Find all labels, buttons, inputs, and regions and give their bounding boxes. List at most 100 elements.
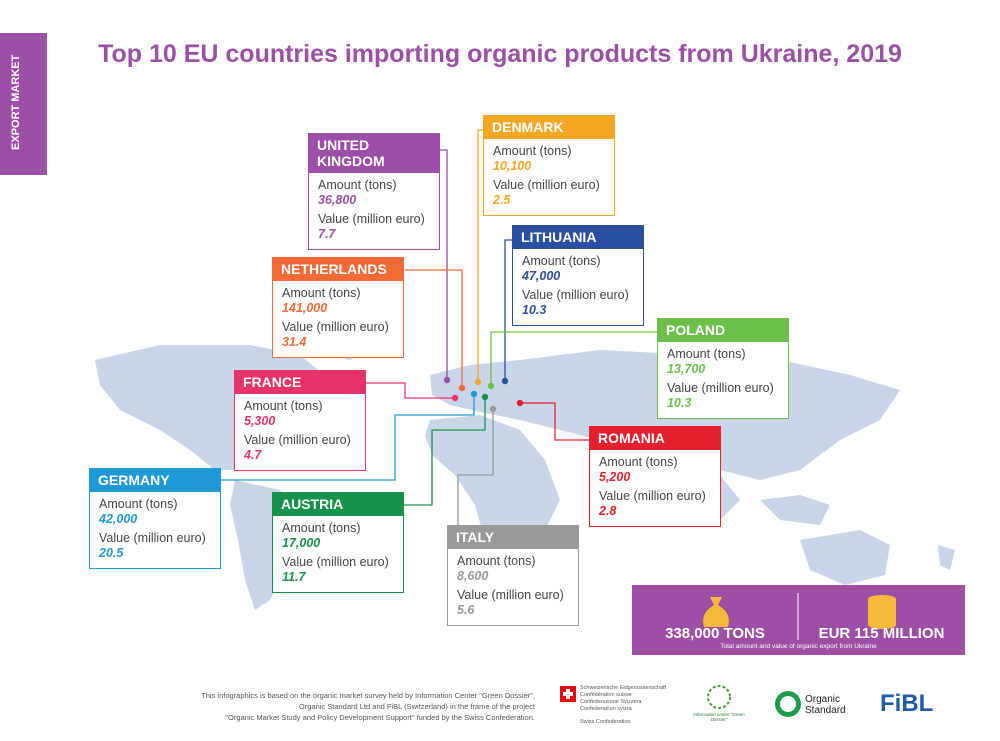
country-header: AUSTRIA [272,492,404,516]
country-body: Amount (tons) 141,000 Value (million euro)… [272,281,404,358]
connector [440,149,448,380]
value: 20.5 [99,546,124,560]
country-box: AUSTRIA Amount (tons) 17,000 Value (million… [272,492,404,593]
totals-caption: Total amount and value of organic export… [720,643,877,650]
value: 4.7 [244,448,262,462]
map-dot [451,394,459,402]
value-label: Value (million euro) [282,320,389,334]
value-label: Value (million euro) [522,288,629,302]
map-dot [474,378,482,386]
amount: 10,100 [493,159,532,173]
value-label: Value (million euro) [599,489,706,503]
country-name: NETHERLANDS [281,261,387,277]
value-label: Value (million euro) [493,178,600,192]
map-dot [481,393,489,401]
country-box: DENMARK Amount (tons) 10,100 Value (million… [483,115,615,216]
swiss-line: Confédération suisse [580,692,632,698]
country-name: AUSTRIA [281,496,344,512]
swiss-line: Confederazione Svizzera [580,699,642,705]
swiss-line: Confederaziun svizra [580,706,632,712]
map-dot [458,384,466,392]
connector [457,409,494,525]
green-dossier: Information center "Green Dossier" [693,712,745,722]
country-header: ROMANIA [589,426,721,450]
totals-icons [703,593,896,640]
country-box: POLAND Amount (tons) 13,700 Value (million … [657,318,789,419]
country-box: UNITED KINGDOM Amount (tons) 36,800 Value (… [308,133,440,250]
connector [221,394,475,481]
country-body: Amount (tons) 42,000 Value (million euro) 2… [89,492,221,569]
green-dossier-icon [707,685,731,709]
map-dot [489,405,497,413]
amount-label: Amount (tons) [318,178,397,192]
amount: 36,800 [318,193,357,207]
connector [504,239,512,381]
value: 7.7 [318,227,336,241]
map-dot [487,382,495,390]
country-name: UNITED KINGDOM [317,137,385,169]
footnote-line: Organic Standard Ltd and FiBL (Switzerla… [298,702,535,711]
country-header: NETHERLANDS [272,257,404,281]
connector [520,402,589,441]
amount: 141,000 [282,301,328,315]
country-box: ROMANIA Amount (tons) 5,200 Value (million … [589,426,721,527]
amount: 42,000 [99,512,138,526]
country-body: Amount (tons) 47,000 Value (million euro) 1… [512,249,644,326]
value-label: Value (million euro) [99,531,206,545]
country-header: FRANCE [234,370,366,394]
country-header: UNITED KINGDOM [308,133,440,173]
value: 10.3 [667,396,692,410]
fibl: FiBL [880,690,934,717]
country-body: Amount (tons) 10,100 Value (million euro) 2… [483,139,615,216]
country-body: Amount (tons) 13,700 Value (million euro) 1… [657,342,789,419]
side-tab [0,33,47,175]
swiss-logo-text: Schweizerische Eidgenossenschaft Confédé… [580,685,666,726]
country-box: NETHERLANDS Amount (tons) 141,000 Value (mi… [272,257,404,358]
country-body: Amount (tons) 17,000 Value (million euro) 1… [272,516,404,593]
value-label: Value (million euro) [282,555,389,569]
amount-label: Amount (tons) [457,554,536,568]
amount: 17,000 [282,536,321,550]
value: 2.8 [599,504,617,518]
footnote-line: This infographics is based on the organi… [201,691,535,700]
map-dot [501,377,509,385]
amount-label: Amount (tons) [493,144,572,158]
amount-label: Amount (tons) [522,254,601,268]
organic-standard-icon [775,691,801,717]
amount: 13,700 [667,362,706,376]
country-box: GERMANY Amount (tons) 42,000 Value (million… [89,468,221,569]
map-dot [470,390,478,398]
value-label: Value (million euro) [318,212,425,226]
connector [477,129,483,382]
country-name: FRANCE [243,374,302,390]
country-body: Amount (tons) 8,600 Value (million euro) 5.… [447,549,579,626]
title: Top 10 EU countries importing organic pr… [98,40,902,68]
map-dot [516,399,524,407]
value: 11.7 [282,570,306,584]
map-dot [443,376,451,384]
country-body: Amount (tons) 5,200 Value (million euro) 2.… [589,450,721,527]
country-box: FRANCE Amount (tons) 5,300 Value (million e… [234,370,366,471]
country-box: LITHUANIA Amount (tons) 47,000 Value (milli… [512,225,644,326]
amount-label: Amount (tons) [282,286,361,300]
footnote-line: "Organic Market Study and Policy Develop… [225,713,535,722]
amount: 5,300 [244,414,276,428]
value: 2.5 [493,193,511,207]
swiss-sub: Swiss Confederation [580,719,631,725]
amount: 8,600 [457,569,489,583]
country-body: Amount (tons) 36,800 Value (million euro) 7… [308,173,440,250]
total-amount: 338,000 TONS [665,625,765,642]
value: 31.4 [282,335,307,349]
connector [490,331,657,386]
connector [366,382,455,399]
totals-panel: 338,000 TONS EUR 115 MILLION Total amoun… [632,585,965,655]
country-header: POLAND [657,318,789,342]
country-name: DENMARK [492,119,564,135]
swiss-flag [560,686,576,702]
country-name: ROMANIA [598,430,665,446]
swiss-line: Schweizerische Eidgenossenschaft [580,685,667,691]
footnote: This infographics is based on the organi… [150,690,535,723]
country-name: POLAND [666,322,726,338]
amount: 5,200 [599,470,631,484]
